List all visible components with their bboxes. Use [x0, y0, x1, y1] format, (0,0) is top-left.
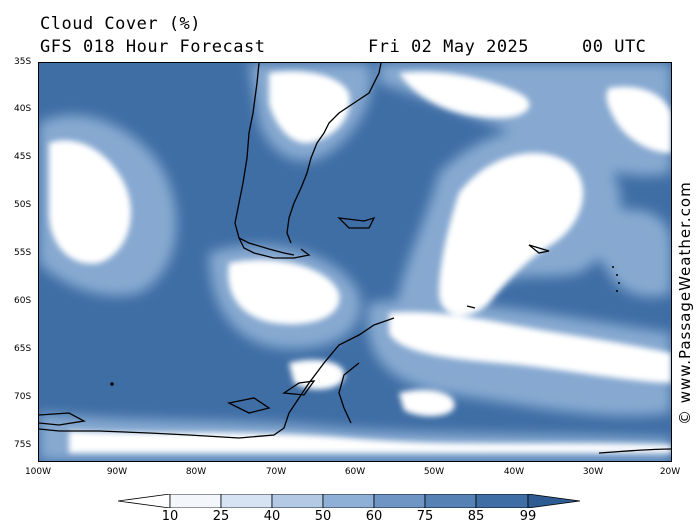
scale-bin-10-25 [169, 493, 222, 509]
scale-label-60: 60 [365, 509, 383, 524]
lon-label-70w: 70W [265, 467, 287, 477]
lon-label-30w: 30W [582, 467, 604, 477]
forecast-date: Fri 02 May 2025 [368, 37, 530, 57]
scale-bin-25-40 [220, 493, 273, 509]
south-sandwich-islands [612, 266, 620, 292]
scale-label-40: 40 [263, 509, 281, 524]
scale-label-25: 25 [212, 509, 230, 524]
coastlines [39, 63, 671, 454]
lat-label-65s: 65S [14, 344, 32, 354]
lat-label-70s: 70S [14, 392, 32, 402]
scale-min-arrow [117, 493, 171, 509]
scale-label-85: 85 [467, 509, 485, 524]
forecast-time: 00 UTC [582, 37, 647, 57]
lon-label-50w: 50W [423, 467, 445, 477]
lat-label-50s: 50S [14, 200, 32, 210]
lon-label-90w: 90W [106, 467, 128, 477]
scale-bin-75-85 [424, 493, 477, 509]
scale-bin-60-75 [373, 493, 426, 509]
chart-title: Cloud Cover (%) [40, 14, 202, 34]
scale-label-10: 10 [161, 509, 179, 524]
scale-label-50: 50 [314, 509, 332, 524]
scale-bin-40-50 [271, 493, 324, 509]
map-canvas [39, 63, 671, 461]
cloud-cover-map[interactable] [38, 62, 672, 462]
color-scale-bar [117, 493, 581, 509]
scale-bin-85-99 [475, 493, 529, 509]
island-marker [110, 382, 114, 386]
scale-label-99: 99 [519, 509, 537, 524]
lat-label-55s: 55S [14, 248, 32, 258]
lat-label-75s: 75S [14, 440, 32, 450]
lon-label-80w: 80W [185, 467, 207, 477]
scale-max-arrow [527, 493, 581, 509]
lon-label-40w: 40W [503, 467, 525, 477]
lat-label-40s: 40S [14, 104, 32, 114]
lon-label-60w: 60W [344, 467, 366, 477]
copyright-watermark: © www.PassageWeather.com [676, 181, 694, 425]
lat-label-45s: 45S [14, 152, 32, 162]
lat-label-60s: 60S [14, 296, 32, 306]
scale-label-75: 75 [416, 509, 434, 524]
lat-label-35s: 35S [14, 57, 32, 67]
lon-label-20w: 20W [659, 467, 681, 477]
cloud-field-dense [49, 71, 671, 453]
model-label: GFS 018 Hour Forecast [40, 37, 266, 57]
scale-bin-50-60 [322, 493, 375, 509]
lon-label-100w: 100W [24, 467, 52, 477]
